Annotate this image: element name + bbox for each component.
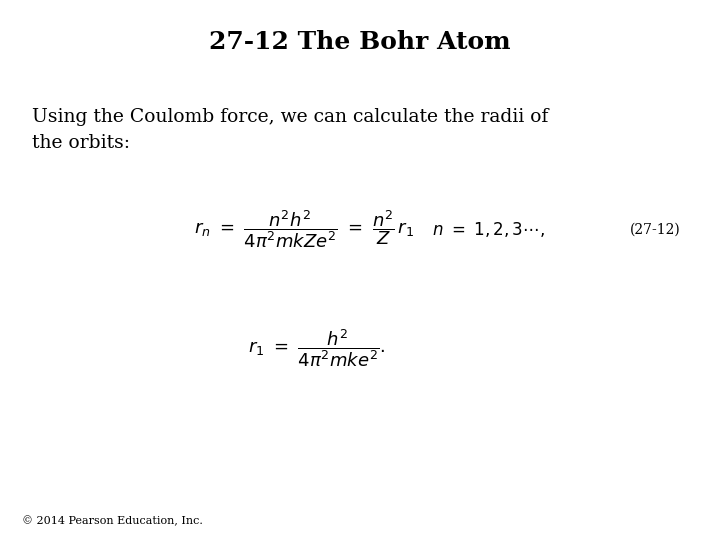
Text: $n \ = \ 1, 2, 3\cdots,$: $n \ = \ 1, 2, 3\cdots,$ [432,220,545,239]
Text: $r_1 \ = \ \dfrac{h^2}{4\pi^2mke^2}.$: $r_1 \ = \ \dfrac{h^2}{4\pi^2mke^2}.$ [248,327,386,369]
Text: (27-12): (27-12) [630,222,680,237]
Text: Using the Coulomb force, we can calculate the radii of
the orbits:: Using the Coulomb force, we can calculat… [32,108,549,152]
Text: 27-12 The Bohr Atom: 27-12 The Bohr Atom [210,30,510,53]
Text: $r_n \ = \ \dfrac{n^2h^2}{4\pi^2mkZe^2} \ = \ \dfrac{n^2}{Z}\,r_1$: $r_n \ = \ \dfrac{n^2h^2}{4\pi^2mkZe^2} … [194,208,415,251]
Text: © 2014 Pearson Education, Inc.: © 2014 Pearson Education, Inc. [22,516,202,526]
